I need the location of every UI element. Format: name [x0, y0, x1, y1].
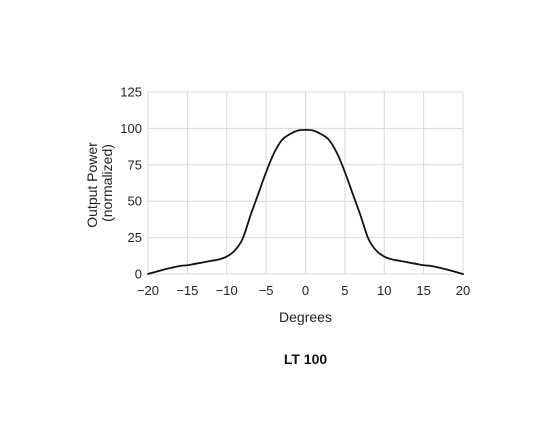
- x-tick-label: −20: [137, 283, 159, 298]
- series-line-0: [147, 128, 464, 275]
- x-axis-label: Degrees: [279, 309, 332, 325]
- y-tick-label: 0: [135, 267, 142, 282]
- y-tick-label: 50: [128, 194, 142, 209]
- y-tick-label: 75: [128, 157, 142, 172]
- x-tick-label: 5: [341, 283, 348, 298]
- x-tick-label: −15: [176, 283, 198, 298]
- plot-lines: [147, 128, 464, 275]
- grid: [147, 91, 464, 275]
- y-tick-label: 25: [128, 230, 142, 245]
- y-tick-labels: 0 25 50 75 100 125: [120, 85, 142, 282]
- y-tick-label: 100: [120, 121, 142, 136]
- x-tick-label: 20: [456, 283, 470, 298]
- x-tick-label: −5: [259, 283, 274, 298]
- y-tick-label: 125: [120, 85, 142, 100]
- x-tick-labels: −20 −15 −10 −5 0 5 10 15 20: [137, 283, 470, 298]
- y-axis-label: Output Power (normalized): [84, 138, 115, 228]
- x-tick-label: 15: [416, 283, 430, 298]
- x-tick-label: 10: [377, 283, 391, 298]
- x-tick-label: −10: [216, 283, 238, 298]
- chart-caption: LT 100: [284, 351, 328, 367]
- x-tick-label: 0: [302, 283, 309, 298]
- y-axis-label-line-2: (normalized): [99, 144, 115, 222]
- y-axis-label-line-1: Output Power: [84, 142, 100, 228]
